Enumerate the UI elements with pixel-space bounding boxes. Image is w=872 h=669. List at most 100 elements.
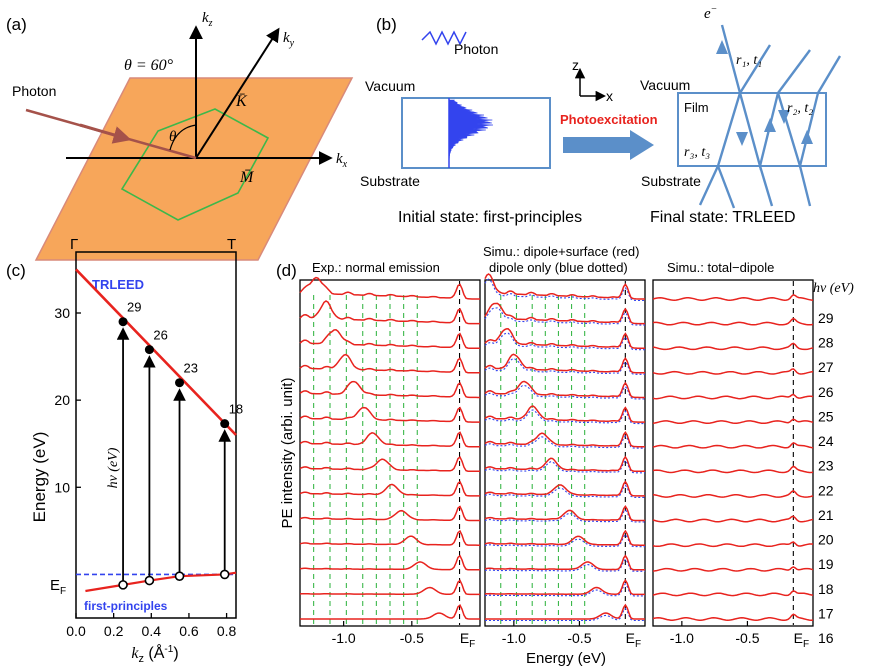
total-minus-dipole-spectrum xyxy=(652,515,814,523)
d-fermi-level-label: EF xyxy=(626,630,641,650)
transition-hv-label: 23 xyxy=(184,361,198,376)
trleed-final-band xyxy=(75,268,237,436)
dipole-surface-spectrum xyxy=(484,380,645,399)
total-minus-dipole-spectrum xyxy=(652,342,814,351)
photoexcitation-label: Photoexcitation xyxy=(560,112,658,127)
film-label: Film xyxy=(684,100,709,115)
total-minus-dipole-spectrum xyxy=(652,441,814,449)
experimental-spectrum xyxy=(299,276,480,300)
substrate-label-right: Substrate xyxy=(641,173,701,189)
dipole-surface-spectrum xyxy=(484,302,645,325)
c-x-tick-label: 0.2 xyxy=(104,623,124,639)
dipole-surface-spectrum xyxy=(484,328,645,349)
c-x-ticks: 0.0 0.2 0.4 0.6 0.8 xyxy=(66,613,237,639)
dipole-surface-spectrum xyxy=(485,603,645,620)
kx-label: kx xyxy=(336,151,348,170)
theta-equation: θ = 60° xyxy=(124,57,174,74)
total-minus-dipole-spectrum xyxy=(652,418,814,425)
c-y-tick-label: 20 xyxy=(54,392,70,408)
experimental-spectrum xyxy=(299,554,480,571)
total-minus-dipole-spectrum xyxy=(652,368,814,375)
dipole-only-spectrum xyxy=(485,607,645,622)
c-y-tick-label: 30 xyxy=(54,305,70,321)
transition-hv-label: 26 xyxy=(153,328,167,343)
peak-guides xyxy=(313,281,794,625)
first-principles-legend: first-principles xyxy=(84,599,168,613)
dipole-surface-spectrum xyxy=(484,480,645,497)
hv-axis-label: hν (eV) xyxy=(106,447,121,488)
c-x-tick-label: 0.4 xyxy=(142,623,162,639)
panel-a: (a) θ θ = 60° Photon kz ky kx K̄ M̄ xyxy=(6,10,354,261)
total-minus-dipole-spectrum xyxy=(652,465,814,474)
initial-state-band xyxy=(85,571,237,593)
t-label: T xyxy=(227,236,236,253)
spectra-frame-difference xyxy=(652,279,814,627)
c-x-axis-title: kz (Å-1) xyxy=(131,643,178,665)
initial-state-point xyxy=(118,580,128,590)
r1-t1-label: r₁, t₁ xyxy=(736,53,762,68)
dipole-only-spectrum xyxy=(484,384,645,400)
hv-value-label: 17 xyxy=(818,605,834,621)
hv-value-label: 26 xyxy=(818,384,834,400)
panel-d-label: (d) xyxy=(276,261,297,280)
dipole-only-spectrum xyxy=(484,583,645,597)
dipole-surface-spectrum xyxy=(484,430,645,448)
total-minus-dipole-spectrum xyxy=(652,613,814,621)
dipole-surface-spectrum xyxy=(484,554,645,571)
hv-value-label: 21 xyxy=(818,507,834,523)
d-x-tick-label: -1.0 xyxy=(670,630,694,646)
d-x-tick-label: -0.5 xyxy=(735,630,759,646)
caption-final-state: Final state: TRLEED xyxy=(650,209,796,226)
spectra-frame-simulation xyxy=(484,279,646,627)
transition-hv-label: 29 xyxy=(127,300,141,315)
experimental-spectrum xyxy=(299,380,480,399)
total-minus-dipole-spectrum xyxy=(652,317,814,326)
experimental-spectrum xyxy=(299,406,480,423)
multiple-scattering-paths xyxy=(698,24,842,209)
final-state-point xyxy=(220,419,230,429)
hv-value-label: 16 xyxy=(818,630,834,646)
z-axis-label: z xyxy=(572,57,579,73)
d-x-tick-label: -1.0 xyxy=(332,630,356,646)
theta-arc xyxy=(169,124,197,151)
dipole-only-spectrum xyxy=(484,278,645,302)
hv-labels: 29 28 27 26 25 24 23 22 21 20 19 18 17 16 xyxy=(818,310,834,646)
hv-value-label: 24 xyxy=(818,433,834,449)
dipole-only-spectrum xyxy=(484,332,645,351)
x-axis-label: x xyxy=(606,88,613,104)
c-x-tick-label: 0.0 xyxy=(66,623,86,639)
dipole-surface-spectrum xyxy=(484,405,645,423)
dipole-only-spectrum xyxy=(484,307,645,326)
hv-value-label: 23 xyxy=(818,458,834,474)
photon-label-b: Photon xyxy=(454,41,498,57)
final-state-point xyxy=(118,317,128,327)
total-minus-dipole-spectrum xyxy=(652,589,814,597)
experimental-spectrum xyxy=(299,353,480,374)
total-minus-dipole-spectrum xyxy=(652,489,814,498)
initial-state-point xyxy=(219,569,230,580)
experimental-spectrum xyxy=(299,529,480,546)
panel-b: (b) Photon Vacuum Substrate z x Photoexc… xyxy=(360,4,842,226)
c-y-axis-title: Energy (eV) xyxy=(30,432,49,523)
c-fermi-level-label: EF xyxy=(50,577,66,597)
ky-axis xyxy=(195,27,280,159)
d-y-axis-title: PE intensity (arbi. unit) xyxy=(279,378,296,529)
hv-value-label: 25 xyxy=(818,408,834,424)
c-x-tick-label: 0.6 xyxy=(179,623,199,639)
total-minus-dipole-spectrum xyxy=(652,293,814,301)
panel-a-label: (a) xyxy=(6,15,27,34)
hv-value-label: 22 xyxy=(818,482,834,498)
hv-value-label: 18 xyxy=(818,581,834,597)
caption-initial-state: Initial state: first-principles xyxy=(398,209,582,226)
hv-value-label: 29 xyxy=(818,310,834,326)
experimental-spectrum xyxy=(299,455,480,473)
dipole-surface-spectrum xyxy=(484,578,645,596)
d-x-axis-title: Energy (eV) xyxy=(526,650,606,667)
title-experiment: Exp.: normal emission xyxy=(312,260,440,275)
photon-wave xyxy=(421,30,467,46)
ky-label: ky xyxy=(283,30,295,49)
experimental-spectrum xyxy=(299,480,480,497)
d-x-ticks: -1.0 -0.5 EF -1.0 -0.5 EF -1.0 -0.5 EF xyxy=(332,621,809,650)
scattering-arrowheads xyxy=(716,40,813,146)
